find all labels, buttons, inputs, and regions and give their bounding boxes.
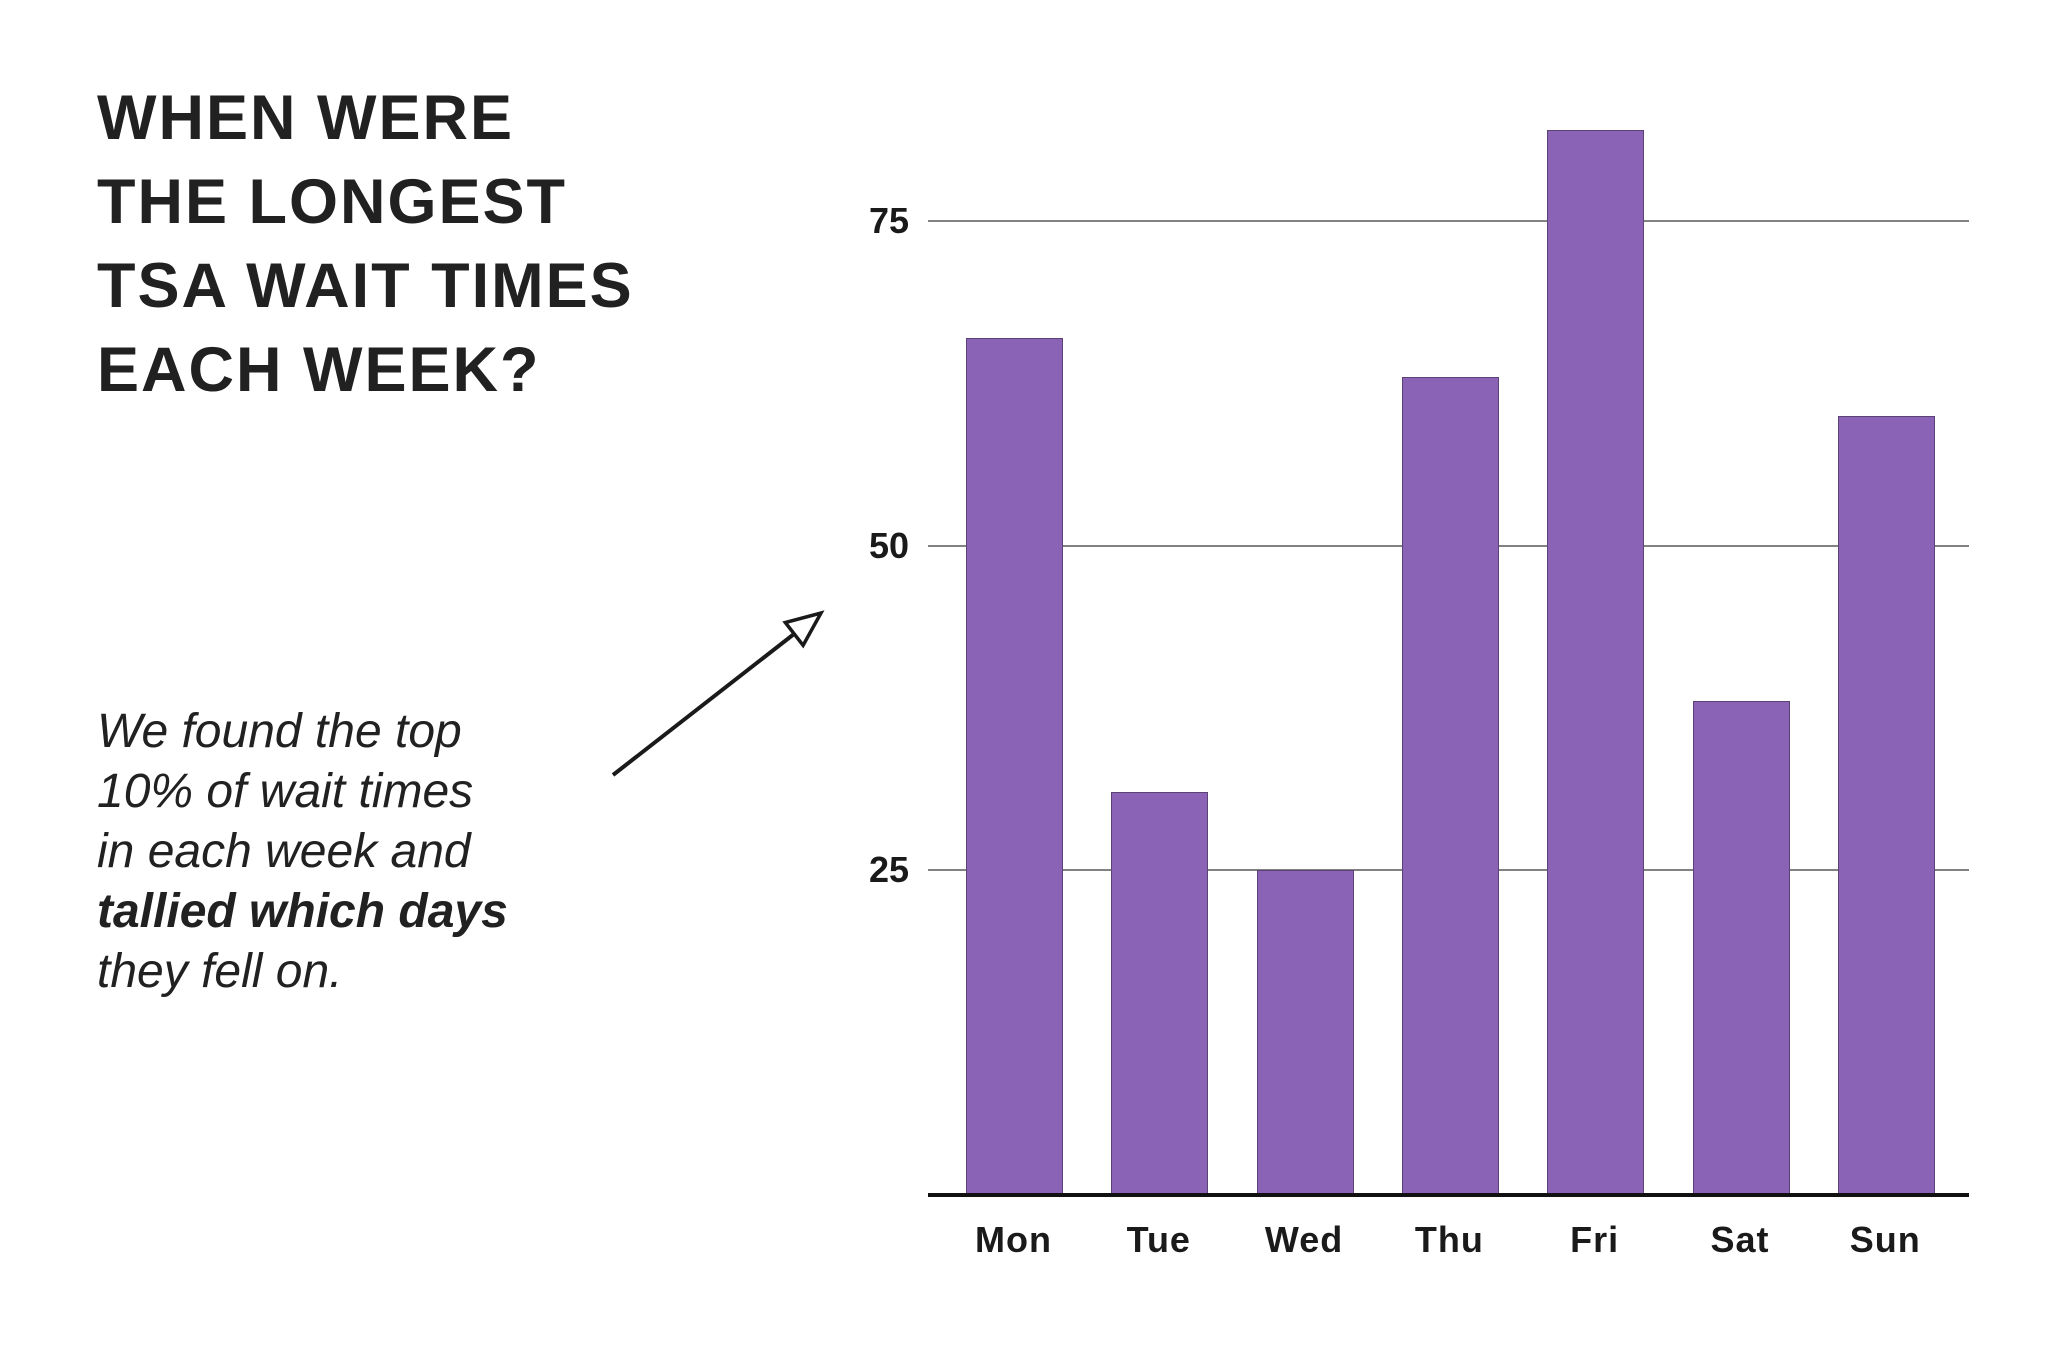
annotation-text: We found the top 10% of wait times in ea… [97,702,508,1002]
title-line-3: TSA WAIT TIMES [97,251,634,321]
bar-thu [1401,377,1499,1195]
x-axis-label-wed: Wed [1264,1219,1344,1260]
annotation-line-3: in each week and [97,825,471,878]
bar-sun [1837,416,1935,1195]
x-axis-label-fri: Fri [1570,1219,1620,1260]
annotation-line-2: 10% of wait times [97,765,474,818]
bar-sat [1692,701,1790,1195]
gridline-75 [928,220,1969,223]
annotation-line-5: they fell on. [97,945,343,998]
x-axis-label-thu: Thu [1414,1219,1484,1260]
title-line-2: THE LONGEST [97,167,568,237]
x-axis-label-tue: Tue [1126,1219,1191,1260]
annotation-line-1: We found the top [97,705,462,758]
bar-tue [1111,792,1209,1195]
y-tick-label-75: 75 [868,200,909,242]
y-tick-label-25: 25 [868,848,909,890]
title-line-4: EACH WEEK? [97,335,541,405]
page-title: WHEN WERE THE LONGEST TSA WAIT TIMES EAC… [97,76,634,412]
bar-wed [1256,870,1354,1195]
bar-mon [966,338,1063,1195]
x-axis-label-mon: Mon [975,1219,1052,1260]
bar-fri [1547,130,1645,1195]
title-line-1: WHEN WERE [97,83,514,153]
y-tick-label-50: 50 [868,524,909,566]
annotation-line-4: tallied which days [97,885,508,938]
x-axis-baseline [928,1193,1969,1197]
x-axis-label-sat: Sat [1710,1219,1770,1260]
x-axis-label-sun: Sun [1849,1219,1921,1260]
